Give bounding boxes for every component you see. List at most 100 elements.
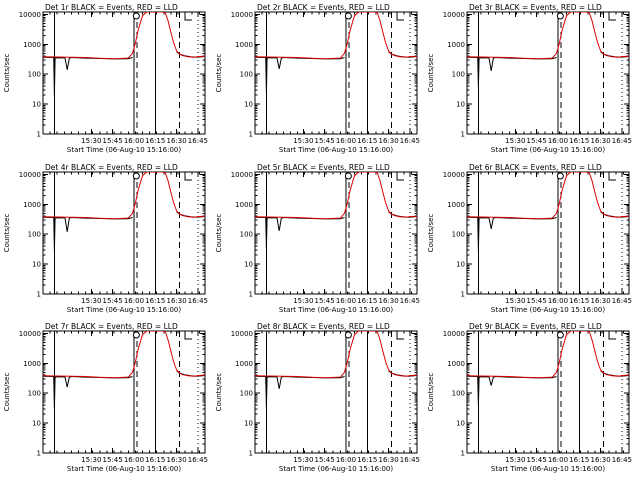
events-series-pre xyxy=(467,56,557,87)
y-tick-label: 10 xyxy=(456,420,465,428)
attenuator-marker xyxy=(344,172,352,180)
x-axis-label: Start Time (06-Aug-10 15:16:00) xyxy=(279,465,393,473)
panel-det-1: Det 1r BLACK = Events, RED = LLD 1 10 100 10… xyxy=(3,3,208,154)
y-tick-label: 10 xyxy=(32,261,41,269)
x-tick-label: 16:00 xyxy=(548,137,568,145)
y-tick-label: 100 xyxy=(240,390,253,398)
y-tick-label: 10000 xyxy=(19,171,41,179)
panel-title: Det 1r BLACK = Events, RED = LLD xyxy=(45,3,178,12)
panel-title: Det 8r BLACK = Events, RED = LLD xyxy=(257,322,390,331)
y-axis-label: Counts/sec xyxy=(427,214,435,253)
x-tick-label: 15:45 xyxy=(103,297,123,305)
y-tick-label: 10000 xyxy=(443,330,465,338)
plot-frame xyxy=(466,11,630,135)
y-tick-label: 1000 xyxy=(447,41,465,49)
panel-det-5: Det 5r BLACK = Events, RED = LLD 1 10 100 10… xyxy=(215,163,420,314)
state-indicator-mark xyxy=(396,332,404,340)
events-series-pre xyxy=(255,216,345,248)
y-tick-label: 10 xyxy=(244,261,253,269)
x-tick-label: 16:30 xyxy=(590,137,610,145)
lld-series xyxy=(43,12,205,60)
attenuator-marker xyxy=(556,172,564,180)
x-tick-label: 16:15 xyxy=(357,456,377,464)
x-tick-label: 15:30 xyxy=(81,137,101,145)
panel-det-9: Det 9r BLACK = Events, RED = LLD 1 10 100 10… xyxy=(427,322,632,473)
y-axis-label: Counts/sec xyxy=(427,54,435,93)
y-axis-label: Counts/sec xyxy=(215,214,223,253)
x-tick-label: 16:30 xyxy=(166,297,186,305)
attenuator-marker xyxy=(132,12,140,20)
x-tick-label: 16:30 xyxy=(378,297,398,305)
panel-det-8: Det 8r BLACK = Events, RED = LLD 1 10 100 10… xyxy=(215,322,420,473)
x-tick-label: 15:45 xyxy=(315,137,335,145)
x-axis-label: Start Time (06-Aug-10 15:16:00) xyxy=(279,146,393,154)
lld-series xyxy=(467,331,629,379)
y-tick-label: 1 xyxy=(37,131,41,139)
x-tick-label: 16:00 xyxy=(336,297,356,305)
attenuator-marker xyxy=(132,331,140,339)
x-tick-label: 16:15 xyxy=(569,137,589,145)
x-tick-label: 16:00 xyxy=(548,297,568,305)
panel-det-2: Det 2r BLACK = Events, RED = LLD 1 10 100 10… xyxy=(215,3,420,154)
state-indicator-mark xyxy=(608,173,616,181)
y-tick-label: 10000 xyxy=(19,11,41,19)
lld-series xyxy=(467,12,629,60)
x-axis-label: Start Time (06-Aug-10 15:16:00) xyxy=(67,465,181,473)
x-axis-label: Start Time (06-Aug-10 15:16:00) xyxy=(491,146,605,154)
panel-title: Det 2r BLACK = Events, RED = LLD xyxy=(257,3,390,12)
y-tick-label: 10000 xyxy=(443,171,465,179)
y-tick-label: 10000 xyxy=(19,330,41,338)
x-tick-label: 16:45 xyxy=(188,137,208,145)
y-tick-label: 100 xyxy=(28,71,41,79)
panel-det-6: Det 6r BLACK = Events, RED = LLD 1 10 100 10… xyxy=(427,163,632,314)
y-tick-label: 1000 xyxy=(23,360,41,368)
x-axis-label: Start Time (06-Aug-10 15:16:00) xyxy=(491,306,605,314)
lld-series xyxy=(43,172,205,220)
y-tick-label: 100 xyxy=(240,231,253,239)
y-tick-label: 1 xyxy=(37,450,41,458)
x-tick-label: 16:45 xyxy=(612,137,632,145)
y-tick-label: 1 xyxy=(249,450,253,458)
x-tick-label: 15:45 xyxy=(527,137,547,145)
y-tick-label: 10 xyxy=(244,101,253,109)
x-tick-label: 15:30 xyxy=(293,137,313,145)
x-axis-label: Start Time (06-Aug-10 15:16:00) xyxy=(279,306,393,314)
plot-frame xyxy=(42,11,206,135)
events-series-pre xyxy=(467,216,557,250)
y-tick-label: 10 xyxy=(456,101,465,109)
y-tick-label: 10000 xyxy=(231,11,253,19)
y-tick-label: 1 xyxy=(461,450,465,458)
y-tick-label: 1000 xyxy=(235,41,253,49)
x-tick-label: 16:00 xyxy=(336,456,356,464)
x-tick-label: 15:30 xyxy=(81,297,101,305)
y-axis-label: Counts/sec xyxy=(215,373,223,412)
y-tick-label: 10 xyxy=(456,261,465,269)
x-tick-label: 16:45 xyxy=(188,297,208,305)
x-tick-label: 15:30 xyxy=(505,456,525,464)
x-tick-label: 15:30 xyxy=(505,137,525,145)
x-tick-label: 16:00 xyxy=(124,456,144,464)
y-axis-label: Counts/sec xyxy=(3,373,11,412)
x-tick-label: 16:30 xyxy=(590,297,610,305)
x-tick-label: 16:30 xyxy=(166,137,186,145)
x-tick-label: 15:45 xyxy=(527,456,547,464)
state-indicator-mark xyxy=(608,332,616,340)
x-tick-label: 16:45 xyxy=(400,456,420,464)
x-tick-label: 16:45 xyxy=(400,137,420,145)
lld-series xyxy=(43,331,205,379)
y-tick-label: 1000 xyxy=(235,201,253,209)
y-tick-label: 100 xyxy=(28,231,41,239)
x-tick-label: 16:00 xyxy=(336,137,356,145)
lld-series xyxy=(255,331,417,379)
x-tick-label: 15:45 xyxy=(315,297,335,305)
x-tick-label: 16:15 xyxy=(569,456,589,464)
events-series-pre xyxy=(43,375,133,409)
y-tick-label: 10 xyxy=(32,420,41,428)
events-series-pre xyxy=(43,216,133,250)
x-tick-label: 16:45 xyxy=(612,297,632,305)
x-tick-label: 16:15 xyxy=(145,456,165,464)
y-tick-label: 100 xyxy=(28,390,41,398)
y-tick-label: 1 xyxy=(37,291,41,299)
x-tick-label: 16:30 xyxy=(378,137,398,145)
lld-series xyxy=(255,172,417,220)
